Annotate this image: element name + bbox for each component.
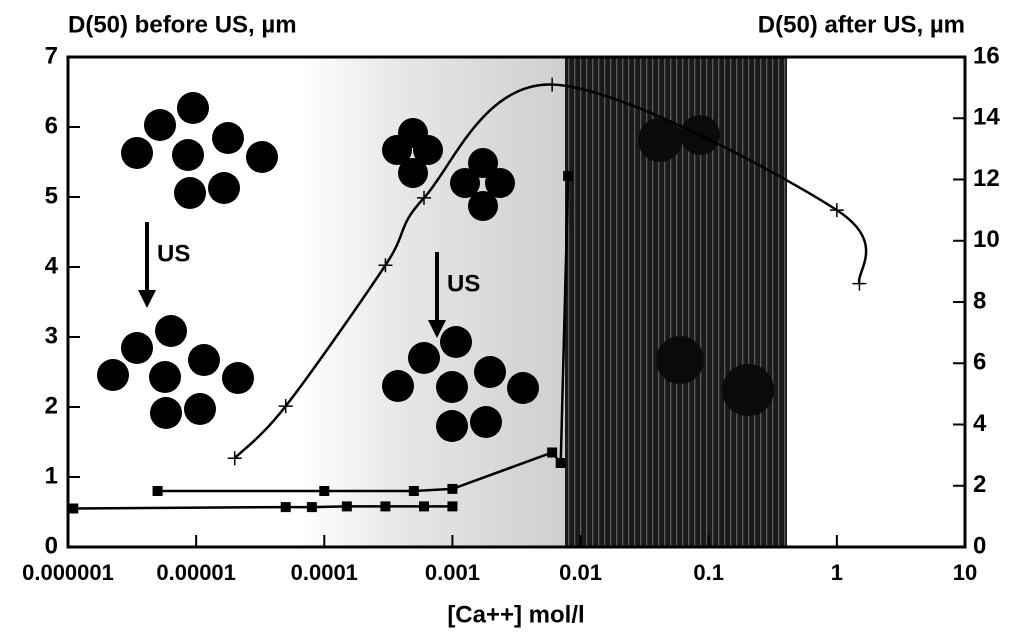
marker bbox=[852, 276, 867, 291]
y-tick-label: 6 bbox=[45, 112, 58, 139]
marker bbox=[408, 486, 419, 496]
dark-blobs bbox=[638, 115, 774, 416]
marker bbox=[319, 486, 330, 496]
marker bbox=[545, 77, 560, 92]
marker bbox=[306, 502, 317, 513]
y-tick-label: 0 bbox=[45, 532, 58, 559]
marker bbox=[68, 503, 79, 514]
marker bbox=[278, 399, 293, 414]
y2-tick-label: 6 bbox=[973, 349, 986, 376]
y-tick-label: 3 bbox=[45, 322, 58, 349]
y-tick-label: 2 bbox=[45, 392, 58, 419]
particle-clusters bbox=[97, 92, 539, 442]
y-axis-label: D(50) before US, µm bbox=[68, 11, 297, 38]
y2-tick-label: 16 bbox=[973, 42, 1000, 69]
x-axis-label: [Ca++] mol/l bbox=[447, 601, 584, 628]
y2-tick-label: 8 bbox=[973, 287, 986, 314]
x-tick-label: 0.001 bbox=[425, 560, 480, 585]
marker bbox=[380, 501, 391, 512]
y-tick-label: 7 bbox=[45, 42, 58, 69]
marker bbox=[280, 502, 291, 513]
x-tick-label: 0.0001 bbox=[291, 560, 358, 585]
marker bbox=[547, 447, 558, 458]
y2-tick-label: 10 bbox=[973, 226, 1000, 253]
y2-axis-label: D(50) after US, µm bbox=[758, 11, 965, 38]
y2-tick-label: 0 bbox=[973, 532, 986, 559]
marker bbox=[152, 486, 163, 496]
arrows bbox=[138, 222, 446, 338]
y-tick-label: 1 bbox=[45, 462, 58, 489]
marker bbox=[555, 458, 566, 468]
marker bbox=[227, 451, 242, 466]
marker bbox=[829, 203, 844, 218]
marker bbox=[417, 190, 431, 205]
y-tick-label: 5 bbox=[45, 182, 58, 209]
y2-tick-label: 12 bbox=[973, 165, 1000, 192]
marker bbox=[341, 501, 352, 512]
light-region bbox=[300, 57, 565, 547]
marker bbox=[447, 483, 458, 494]
marker bbox=[378, 258, 393, 273]
y2-tick-label: 4 bbox=[973, 410, 987, 437]
x-tick-label: 0.000001 bbox=[22, 560, 114, 585]
x-tick-label: 10 bbox=[953, 560, 977, 585]
y-tick-label: 4 bbox=[45, 252, 59, 279]
annotation: US bbox=[157, 240, 190, 267]
marker bbox=[447, 501, 458, 512]
y2-tick-label: 2 bbox=[973, 471, 986, 498]
marker bbox=[563, 171, 574, 181]
x-tick-label: 0.00001 bbox=[156, 560, 236, 585]
x-tick-label: 0.01 bbox=[559, 560, 602, 585]
y2-tick-label: 14 bbox=[973, 104, 1000, 131]
annotation: US bbox=[447, 270, 480, 297]
series-line bbox=[233, 83, 868, 460]
marker bbox=[419, 501, 430, 512]
x-tick-label: 0.1 bbox=[693, 560, 724, 585]
x-tick-label: 1 bbox=[831, 560, 843, 585]
